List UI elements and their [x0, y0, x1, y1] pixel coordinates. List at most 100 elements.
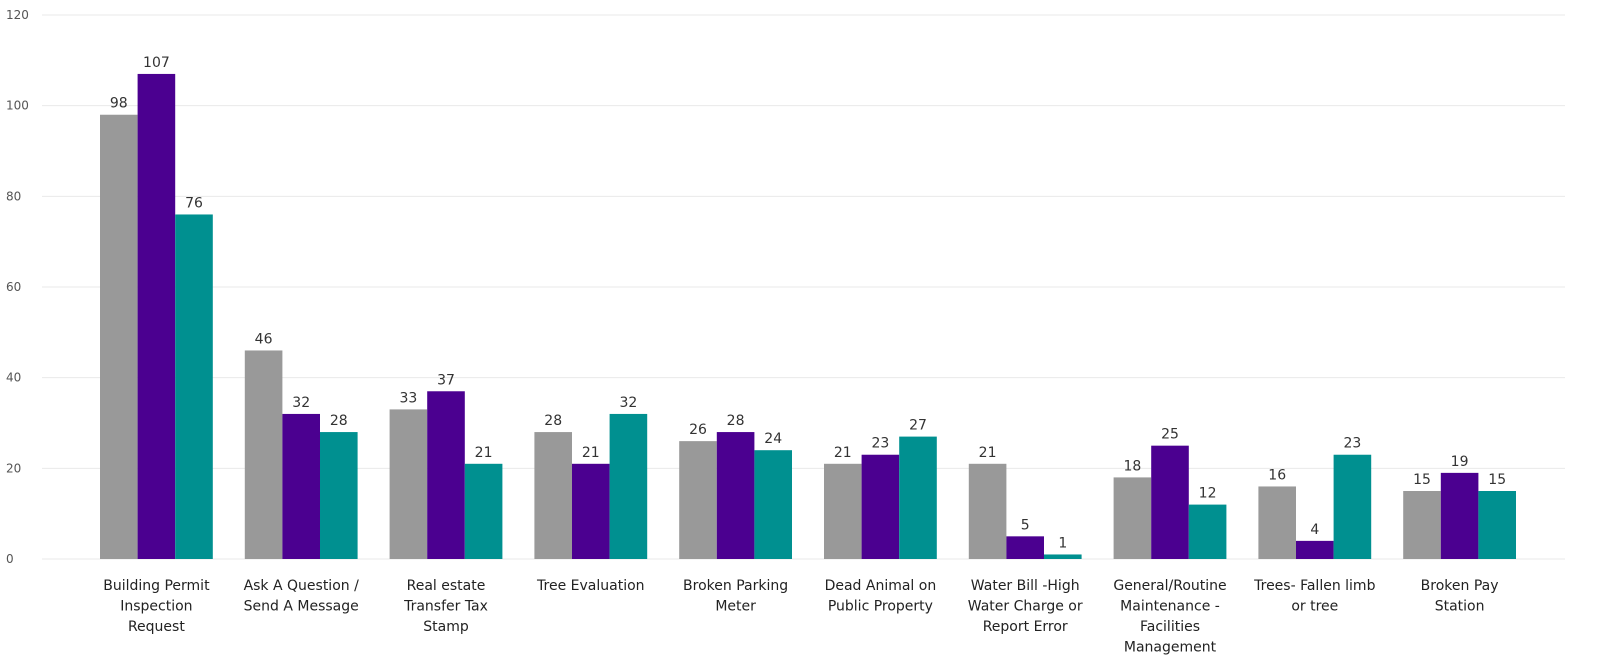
bar	[282, 413, 320, 559]
bar	[100, 114, 138, 559]
category-label: Tree Evaluation	[536, 578, 645, 594]
category-label-line: Real estate	[407, 578, 486, 594]
bars	[100, 73, 1516, 559]
category-label-line: Dead Animal on	[825, 578, 937, 594]
bar	[899, 436, 937, 559]
data-label: 107	[143, 55, 170, 71]
data-label: 21	[834, 445, 852, 461]
bar	[1403, 491, 1441, 559]
bar	[1333, 454, 1372, 559]
data-label: 28	[330, 413, 348, 429]
category-label-line: Management	[1124, 640, 1217, 656]
category-label-line: Stamp	[423, 619, 469, 635]
data-label: 1	[1058, 535, 1067, 551]
data-label: 46	[255, 331, 273, 347]
category-label-line: Building Permit	[103, 578, 210, 594]
category-label: Building Permit Inspection Request	[103, 578, 210, 635]
category-label-line: Public Property	[828, 599, 933, 615]
y-tick-label: 60	[6, 280, 21, 294]
category-label-line: Request	[128, 619, 185, 635]
category-label-line: Station	[1435, 599, 1485, 615]
data-label: 28	[727, 413, 745, 429]
category-label-line: General/Routine	[1113, 578, 1226, 594]
bar	[244, 350, 283, 559]
bar	[534, 432, 572, 559]
data-label: 21	[979, 445, 997, 461]
bar	[679, 441, 717, 559]
data-label: 23	[1343, 436, 1361, 452]
data-label: 33	[399, 390, 417, 406]
bar	[1113, 477, 1152, 559]
y-tick-label: 0	[6, 552, 14, 566]
y-tick-label: 40	[6, 371, 21, 385]
bar	[754, 450, 792, 559]
y-axis-ticks: 0 20 40 60 80 100 120	[6, 8, 29, 566]
bar	[427, 391, 465, 559]
data-label: 12	[1199, 486, 1217, 502]
category-label: Real estate Transfer Tax Stamp	[403, 578, 488, 635]
category-label: Water Bill -High Water Charge or Report Er…	[968, 578, 1083, 635]
bar	[464, 463, 503, 559]
data-label: 32	[292, 395, 310, 411]
data-label: 21	[582, 445, 600, 461]
data-label: 32	[619, 395, 637, 411]
bar	[1258, 486, 1296, 559]
category-label-line: or tree	[1291, 599, 1338, 615]
category-label-line: Inspection	[120, 599, 192, 615]
category-label-line: Tree Evaluation	[536, 578, 645, 594]
data-label: 27	[909, 418, 927, 434]
data-label: 16	[1268, 467, 1286, 483]
category-label: Ask A Question / Send A Message	[244, 578, 360, 615]
bar	[968, 463, 1007, 559]
category-label: Trees- Fallen limb or tree	[1253, 578, 1375, 615]
category-label: Dead Animal on Public Property	[825, 578, 937, 615]
category-label-line: Send A Message	[244, 599, 359, 615]
bar	[1478, 491, 1516, 559]
bar	[137, 73, 176, 559]
bar	[572, 463, 610, 559]
category-label: General/Routine Maintenance - Facilities Ma…	[1113, 578, 1226, 656]
category-label-line: Maintenance -	[1120, 599, 1220, 615]
bar	[609, 413, 648, 559]
category-labels: Building Permit Inspection Request Ask A Qu…	[103, 578, 1498, 656]
bar	[1188, 504, 1227, 559]
category-label-line: Water Charge or	[968, 599, 1083, 615]
bar	[716, 432, 755, 559]
category-label-line: Broken Pay	[1421, 578, 1499, 594]
category-label-line: Water Bill -High	[971, 578, 1080, 594]
y-tick-label: 20	[6, 461, 21, 475]
category-label-line: Transfer Tax	[403, 599, 488, 615]
data-label: 76	[185, 195, 203, 211]
bar	[1151, 445, 1189, 559]
bar	[1440, 472, 1479, 559]
data-label: 26	[689, 422, 707, 438]
data-labels: 98 107 76 46 32 28 33 37 21 28 21 32 26 28 24 21 23 27 21 5…	[110, 55, 1506, 552]
data-label: 5	[1021, 517, 1030, 533]
data-label: 24	[764, 431, 782, 447]
bar	[1006, 536, 1044, 559]
data-label: 19	[1451, 454, 1469, 470]
data-label: 15	[1488, 472, 1506, 488]
data-label: 15	[1413, 472, 1431, 488]
data-label: 4	[1310, 522, 1319, 538]
category-label-line: Broken Parking	[683, 578, 788, 594]
bar	[1044, 554, 1082, 559]
bar	[824, 463, 862, 559]
data-label: 18	[1123, 458, 1141, 474]
data-label: 25	[1161, 427, 1179, 443]
category-label-line: Ask A Question /	[244, 578, 360, 594]
y-tick-label: 80	[6, 189, 21, 203]
category-label: Broken Pay Station	[1421, 578, 1499, 615]
bar	[861, 454, 900, 559]
data-label: 23	[871, 436, 889, 452]
category-label-line: Meter	[715, 599, 756, 615]
y-tick-label: 120	[6, 8, 29, 22]
y-tick-label: 100	[6, 99, 29, 113]
data-label: 37	[437, 372, 455, 388]
data-label: 98	[110, 96, 128, 112]
category-label-line: Facilities	[1140, 619, 1200, 635]
bar	[175, 214, 213, 559]
bar	[1296, 540, 1334, 559]
